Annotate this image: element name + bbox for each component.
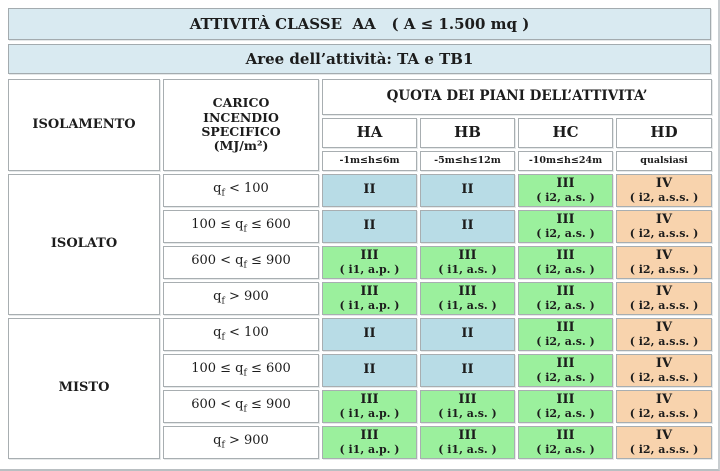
carico-range: 100 ≤ qf ≤ 600 — [163, 354, 319, 387]
table-cell: III( i2, a.s. ) — [518, 426, 613, 459]
column-header-quota-piani: QUOTA DEI PIANI DELL’ATTIVITA’ — [322, 79, 712, 115]
classification-table: ISOLAMENTO CARICO INCENDIO SPECIFICO (MJ… — [8, 79, 712, 459]
table-cell: II — [322, 354, 417, 387]
table-cell: III( i2, a.s. ) — [518, 210, 613, 243]
carico-line-3: SPECIFICO — [201, 124, 281, 139]
table-cell: IV( i2, a.s.s. ) — [616, 354, 712, 387]
table-cell: III( i1, a.s. ) — [420, 426, 515, 459]
table-cell: III( i2, a.s. ) — [518, 174, 613, 207]
table-cell: IV( i2, a.s.s. ) — [616, 282, 712, 315]
group-label-misto: MISTO — [8, 318, 160, 459]
table-cell: III( i2, a.s. ) — [518, 282, 613, 315]
carico-range: qf < 100 — [163, 318, 319, 351]
table-cell: II — [322, 210, 417, 243]
carico-range: qf > 900 — [163, 426, 319, 459]
table-cell: II — [420, 318, 515, 351]
table-cell: IV( i2, a.s.s. ) — [616, 246, 712, 279]
carico-line-1: CARICO — [212, 95, 270, 111]
table-cell: II — [322, 174, 417, 207]
table-cell: IV( i2, a.s.s. ) — [616, 390, 712, 423]
table-cell: III( i1, a.p. ) — [322, 426, 417, 459]
table-cell: II — [420, 210, 515, 243]
table-cell: IV( i2, a.s.s. ) — [616, 174, 712, 207]
table-cell: II — [420, 354, 515, 387]
column-header-carico-incendio: CARICO INCENDIO SPECIFICO (MJ/m²) — [163, 79, 319, 171]
carico-line-2: INCENDIO — [203, 109, 279, 125]
table-cell: IV( i2, a.s.s. ) — [616, 318, 712, 351]
column-header-isolamento: ISOLAMENTO — [8, 79, 160, 171]
table-cell: IV( i2, a.s.s. ) — [616, 210, 712, 243]
table-cell: III( i1, a.p. ) — [322, 246, 417, 279]
table-cell: III( i1, a.p. ) — [322, 390, 417, 423]
table-cell: II — [420, 174, 515, 207]
table-cell: III( i1, a.p. ) — [322, 282, 417, 315]
table-cell: III( i2, a.s. ) — [518, 318, 613, 351]
carico-range: 600 < qf ≤ 900 — [163, 246, 319, 279]
carico-range: 600 < qf ≤ 900 — [163, 390, 319, 423]
range-hb: -5m≤h≤12m — [420, 151, 515, 171]
carico-range: qf < 100 — [163, 174, 319, 207]
range-ha: -1m≤h≤6m — [322, 151, 417, 171]
table-cell: III( i1, a.s. ) — [420, 390, 515, 423]
table-cell: III( i1, a.s. ) — [420, 282, 515, 315]
range-hc: -10m≤h≤24m — [518, 151, 613, 171]
carico-range: 100 ≤ qf ≤ 600 — [163, 210, 319, 243]
table-cell: III( i2, a.s. ) — [518, 354, 613, 387]
table-cell: III( i1, a.s. ) — [420, 246, 515, 279]
table-cell: III( i2, a.s. ) — [518, 390, 613, 423]
column-header-ha: HA — [322, 118, 417, 148]
table-cell: IV( i2, a.s.s. ) — [616, 426, 712, 459]
table-subtitle: Aree dell’attività: TA e TB1 — [8, 44, 711, 74]
carico-unit: (MJ/m²) — [213, 138, 269, 154]
column-header-hb: HB — [420, 118, 515, 148]
range-hd: qualsiasi — [616, 151, 712, 171]
table-cell: III( i2, a.s. ) — [518, 246, 613, 279]
column-header-hc: HC — [518, 118, 613, 148]
table-title: ATTIVITÀ CLASSE AA ( A ≤ 1.500 mq ) — [8, 8, 711, 40]
group-label-isolato: ISOLATO — [8, 174, 160, 315]
carico-range: qf > 900 — [163, 282, 319, 315]
column-header-hd: HD — [616, 118, 712, 148]
table-cell: II — [322, 318, 417, 351]
